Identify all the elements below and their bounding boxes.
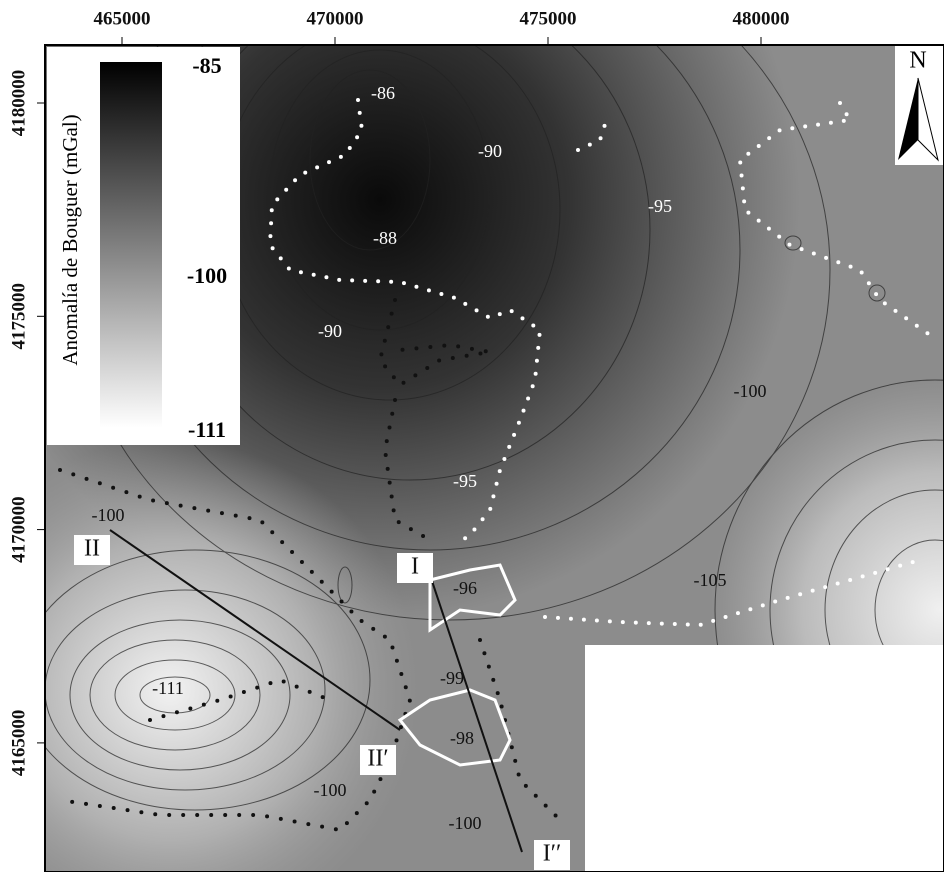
legend-min: -111 — [188, 417, 226, 442]
contour-label: -90 — [478, 141, 502, 161]
contour-label: -88 — [373, 228, 397, 248]
x-tick-label: 470000 — [307, 8, 364, 29]
contour-label: -105 — [694, 570, 727, 590]
y-tick-label: 4170000 — [8, 496, 29, 563]
legend: Anomalía de Bouguer (mGal) -85 -100 -111 — [47, 47, 240, 445]
contour-label: -100 — [92, 505, 125, 525]
profile-label: II′ — [367, 746, 388, 772]
contour-label: -111 — [152, 678, 184, 698]
legend-mid: -100 — [187, 263, 227, 288]
contour-label: -95 — [453, 471, 477, 491]
y-tick-label: 4165000 — [8, 710, 29, 777]
legend-max: -85 — [192, 53, 221, 78]
north-label: N — [909, 48, 926, 74]
contour-label: -98 — [450, 728, 474, 748]
x-tick-label: 475000 — [520, 8, 577, 29]
profile-label: I′′ — [543, 841, 562, 867]
y-tick-label: 4180000 — [8, 70, 29, 137]
contour-label: -99 — [440, 668, 464, 688]
profile-label: I — [411, 554, 419, 580]
contour-label: -86 — [371, 83, 395, 103]
contour-label: -96 — [453, 578, 477, 598]
contour-label: -95 — [648, 196, 672, 216]
contour-label: -100 — [314, 780, 347, 800]
profile-label: II — [84, 536, 100, 562]
legend-title: Anomalía de Bouguer (mGal) — [58, 114, 82, 365]
y-tick-label: 4175000 — [8, 283, 29, 350]
contour-label: -100 — [734, 381, 767, 401]
x-tick-label: 465000 — [94, 8, 151, 29]
map: N -86 -90 -95 -88 -90 -100 -95 -100 -96 -105 -111 -… — [0, 0, 944, 872]
contour-label: -90 — [318, 321, 342, 341]
x-tick-label: 480000 — [733, 8, 790, 29]
blank-area — [585, 645, 944, 872]
contour-label: -100 — [449, 813, 482, 833]
